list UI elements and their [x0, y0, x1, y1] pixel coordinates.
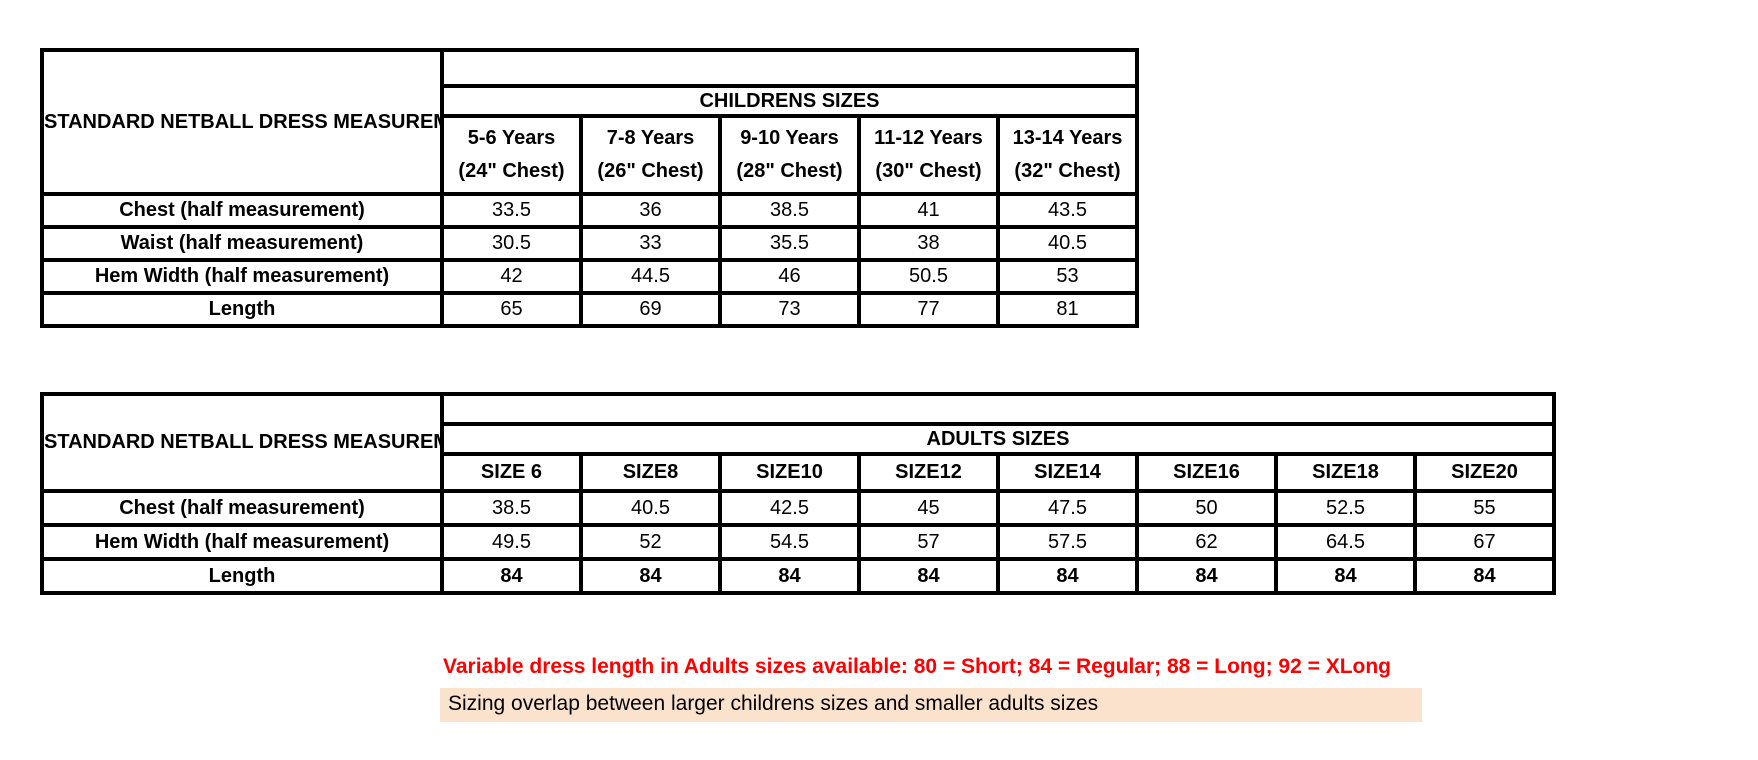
table-row: Hem Width (half measurement) 49.5 52 54.… — [40, 523, 1556, 561]
table-cell: 54.5 — [718, 523, 861, 561]
table-cell: 52 — [579, 523, 722, 561]
table-cell: 50.5 — [857, 258, 1000, 295]
row-label-hem-width: Hem Width (half measurement) — [40, 258, 444, 295]
table-cell: 52.5 — [1274, 489, 1417, 527]
table-cell: 67 — [1413, 523, 1556, 561]
col-header-chest: (28" Chest) — [736, 160, 843, 182]
table-cell: 42 — [440, 258, 583, 295]
table-cell: 62 — [1135, 523, 1278, 561]
table-cell: 50 — [1135, 489, 1278, 527]
adults-col-header-1: SIZE8 — [579, 452, 722, 493]
table-cell: 84 — [718, 557, 861, 595]
children-col-header-2: 9-10 Years (28" Chest) — [718, 114, 861, 196]
note-sizing-overlap: Sizing overlap between larger childrens … — [440, 688, 1422, 722]
table-cell: 40.5 — [579, 489, 722, 527]
table-cell: 47.5 — [996, 489, 1139, 527]
adults-col-header-2: SIZE10 — [718, 452, 861, 493]
table-cell: 81 — [995, 291, 1140, 328]
children-col-header-4: 13-14 Years (32" Chest) — [995, 114, 1140, 196]
table-cell: 77 — [857, 291, 1000, 328]
table-cell: 64.5 — [1274, 523, 1417, 561]
table-cell: 38.5 — [440, 489, 583, 527]
table-row: Hem Width (half measurement) 42 44.5 46 … — [40, 258, 1140, 295]
col-header-chest: (26" Chest) — [597, 160, 704, 182]
row-label-hem-width: Hem Width (half measurement) — [40, 523, 444, 561]
children-table-top-spacer — [439, 48, 1140, 88]
table-cell: 84 — [996, 557, 1139, 595]
adults-col-header-7: SIZE20 — [1413, 452, 1556, 493]
table-row: Chest (half measurement) 33.5 36 38.5 41… — [40, 192, 1140, 229]
table-cell: 35.5 — [718, 225, 861, 262]
col-header-age: 11-12 Years — [874, 127, 983, 149]
table-cell: 33.5 — [440, 192, 583, 229]
table-cell: 84 — [1413, 557, 1556, 595]
col-header-chest: (30" Chest) — [875, 160, 982, 182]
table-cell: 33 — [579, 225, 722, 262]
table-cell: 36 — [579, 192, 722, 229]
table-cell: 55 — [1413, 489, 1556, 527]
table-cell: 44.5 — [579, 258, 722, 295]
table-row: Length 65 69 73 77 81 — [40, 291, 1140, 328]
table-cell: 57 — [857, 523, 1000, 561]
table-cell: 46 — [718, 258, 861, 295]
adults-col-header-6: SIZE18 — [1274, 452, 1417, 493]
row-label-chest: Chest (half measurement) — [40, 489, 444, 527]
table-cell: 73 — [718, 291, 861, 328]
table-cell: 30.5 — [440, 225, 583, 262]
adults-col-header-5: SIZE16 — [1135, 452, 1278, 493]
row-label-length: Length — [40, 557, 444, 595]
table-cell: 69 — [579, 291, 722, 328]
childrens-size-table: STANDARD NETBALL DRESS MEASUREMENT & SIZ… — [40, 48, 1140, 328]
table-cell: 49.5 — [440, 523, 583, 561]
children-col-header-3: 11-12 Years (30" Chest) — [857, 114, 1000, 196]
table-row: Length 84 84 84 84 84 84 84 84 — [40, 557, 1556, 595]
adults-size-table: STANDARD NETBALL DRESS MEASUREMENT & SIZ… — [40, 392, 1556, 595]
table-cell: 42.5 — [718, 489, 861, 527]
col-header-chest: (32" Chest) — [1014, 160, 1121, 182]
table-row: Chest (half measurement) 38.5 40.5 42.5 … — [40, 489, 1556, 527]
adults-group-header: ADULTS SIZES — [440, 422, 1556, 456]
table-row: Waist (half measurement) 30.5 33 35.5 38… — [40, 225, 1140, 262]
children-table-title-block: STANDARD NETBALL DRESS MEASUREMENT & SIZ… — [40, 48, 444, 196]
col-header-age: 9-10 Years — [740, 127, 839, 149]
table-cell: 84 — [579, 557, 722, 595]
table-cell: 84 — [857, 557, 1000, 595]
col-header-age: 13-14 Years — [1012, 127, 1123, 149]
row-label-chest: Chest (half measurement) — [40, 192, 444, 229]
adults-col-header-3: SIZE12 — [857, 452, 1000, 493]
children-group-header: CHILDRENS SIZES — [439, 84, 1140, 118]
row-label-length: Length — [40, 291, 444, 328]
table-cell: 43.5 — [995, 192, 1140, 229]
adults-col-header-0: SIZE 6 — [440, 452, 583, 493]
col-header-age: 7-8 Years — [606, 127, 695, 149]
table-cell: 57.5 — [996, 523, 1139, 561]
table-cell: 84 — [1135, 557, 1278, 595]
col-header-chest: (24" Chest) — [458, 160, 565, 182]
table-cell: 41 — [857, 192, 1000, 229]
row-label-waist: Waist (half measurement) — [40, 225, 444, 262]
table-cell: 38 — [857, 225, 1000, 262]
table-cell: 38.5 — [718, 192, 861, 229]
adults-table-title-block: STANDARD NETBALL DRESS MEASUREMENT & SIZ… — [40, 392, 444, 493]
children-col-header-1: 7-8 Years (26" Chest) — [579, 114, 722, 196]
children-col-header-0: 5-6 Years (24" Chest) — [440, 114, 583, 196]
adults-table-top-spacer — [440, 392, 1556, 426]
table-cell: 84 — [1274, 557, 1417, 595]
adults-col-header-4: SIZE14 — [996, 452, 1139, 493]
table-cell: 65 — [440, 291, 583, 328]
table-cell: 53 — [995, 258, 1140, 295]
note-variable-dress-length: Variable dress length in Adults sizes av… — [443, 655, 1392, 678]
table-cell: 45 — [857, 489, 1000, 527]
table-cell: 40.5 — [995, 225, 1140, 262]
col-header-age: 5-6 Years — [467, 127, 556, 149]
table-cell: 84 — [440, 557, 583, 595]
